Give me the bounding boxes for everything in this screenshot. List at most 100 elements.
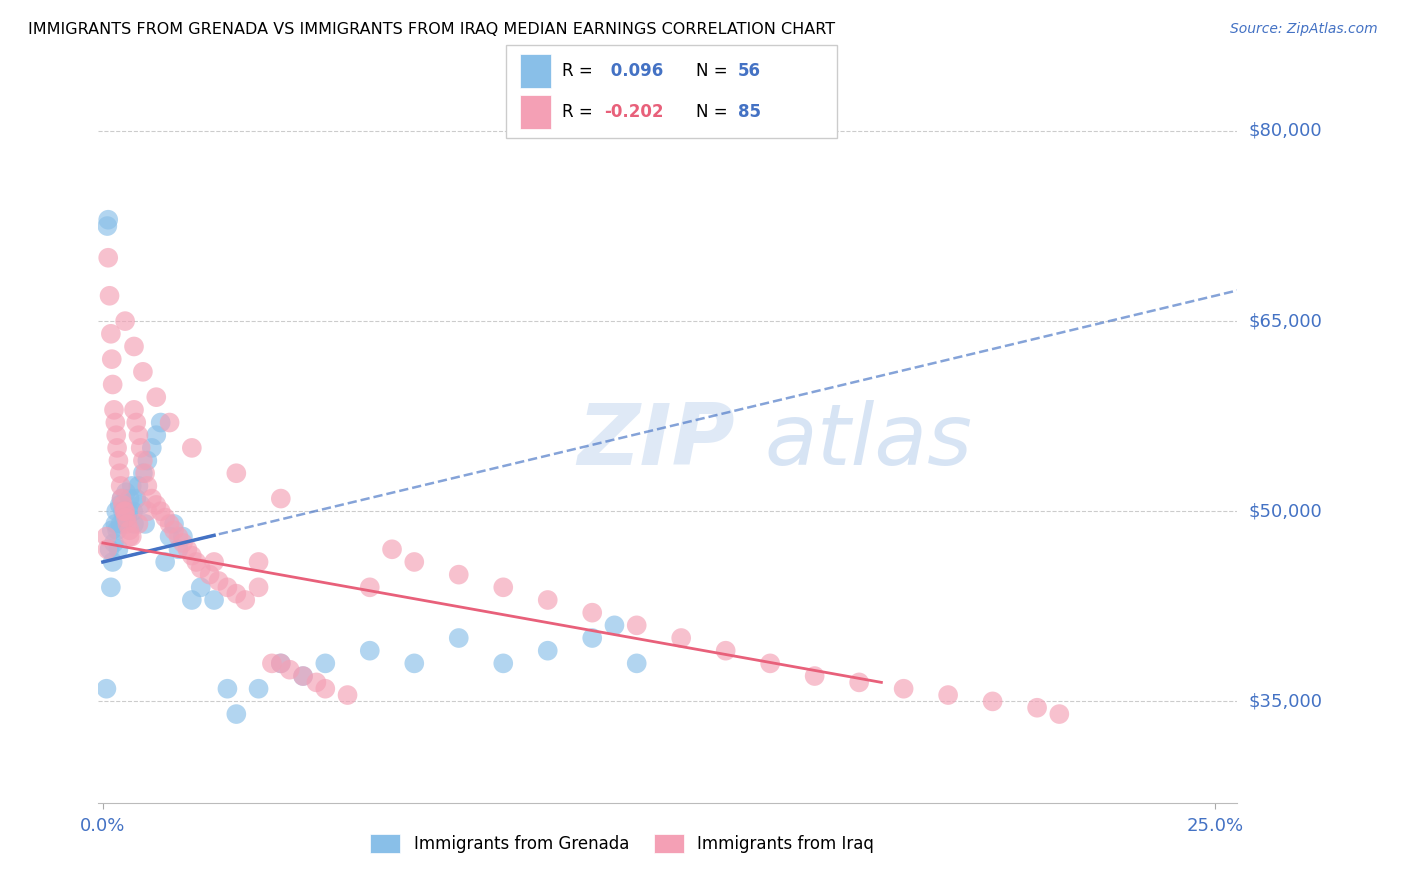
Point <box>149 504 172 518</box>
Text: -0.202: -0.202 <box>605 103 664 121</box>
Point <box>122 516 145 531</box>
Text: ZIP: ZIP <box>576 400 734 483</box>
Point <box>100 352 122 367</box>
Point <box>118 504 141 518</box>
Point <box>111 498 134 512</box>
Point <box>96 542 118 557</box>
Point <box>1047 707 1070 722</box>
Point <box>98 289 121 303</box>
Point <box>167 530 190 544</box>
Point <box>172 536 194 550</box>
Point <box>118 530 141 544</box>
Point <box>115 485 138 500</box>
Point <box>159 416 181 430</box>
Point <box>202 555 225 569</box>
Point <box>714 643 737 657</box>
Point <box>117 510 139 524</box>
Text: $35,000: $35,000 <box>1249 692 1323 710</box>
Point <box>153 510 176 524</box>
Point <box>1026 700 1049 714</box>
Point <box>848 675 870 690</box>
Point <box>145 498 167 512</box>
Point <box>225 587 247 601</box>
Point <box>217 580 239 594</box>
Point <box>125 416 148 430</box>
Point <box>105 428 128 442</box>
Point <box>669 631 692 645</box>
Point <box>118 523 141 537</box>
Text: 0.096: 0.096 <box>605 62 662 79</box>
Point <box>141 491 163 506</box>
Point <box>127 516 149 531</box>
Point <box>233 593 256 607</box>
Point <box>104 416 127 430</box>
Point <box>492 580 515 594</box>
Point <box>893 681 915 696</box>
Point <box>108 467 131 481</box>
Point <box>134 467 156 481</box>
Point <box>132 365 155 379</box>
Point <box>100 326 122 341</box>
Text: $65,000: $65,000 <box>1249 312 1322 330</box>
Text: IMMIGRANTS FROM GRENADA VS IMMIGRANTS FROM IRAQ MEDIAN EARNINGS CORRELATION CHAR: IMMIGRANTS FROM GRENADA VS IMMIGRANTS FR… <box>28 22 835 37</box>
Text: 85: 85 <box>738 103 761 121</box>
Point <box>225 467 247 481</box>
Point <box>270 491 292 506</box>
Point <box>105 523 128 537</box>
Point <box>759 657 782 671</box>
Point <box>537 643 560 657</box>
Point <box>292 669 315 683</box>
Point <box>100 580 122 594</box>
Point <box>101 555 124 569</box>
Point <box>112 510 135 524</box>
Point <box>198 567 221 582</box>
Point <box>136 504 159 518</box>
Point <box>581 606 603 620</box>
Point <box>96 681 118 696</box>
Point <box>626 618 648 632</box>
Point <box>111 504 134 518</box>
Point <box>96 530 118 544</box>
Text: N =: N = <box>696 62 733 79</box>
Point <box>108 498 131 512</box>
Point <box>153 555 176 569</box>
Point <box>105 504 128 518</box>
Point <box>121 479 143 493</box>
Point <box>163 516 186 531</box>
Point <box>447 567 470 582</box>
Point <box>492 657 515 671</box>
Point <box>129 441 152 455</box>
Point <box>132 467 155 481</box>
Point <box>145 428 167 442</box>
Point <box>336 688 359 702</box>
Point <box>404 555 426 569</box>
Point <box>104 516 127 531</box>
Point <box>107 542 129 557</box>
Text: N =: N = <box>696 103 733 121</box>
Point <box>404 657 426 671</box>
Point <box>110 479 132 493</box>
Point <box>103 536 125 550</box>
Text: R =: R = <box>562 62 599 79</box>
Point <box>260 657 283 671</box>
Point <box>129 498 152 512</box>
Point <box>112 504 135 518</box>
Point <box>110 491 132 506</box>
Point <box>603 618 626 632</box>
Point <box>110 491 132 506</box>
Point <box>359 643 381 657</box>
Point <box>117 516 139 531</box>
Legend: Immigrants from Grenada, Immigrants from Iraq: Immigrants from Grenada, Immigrants from… <box>364 827 882 860</box>
Point <box>167 542 190 557</box>
Point <box>803 669 825 683</box>
Point <box>103 402 125 417</box>
Point <box>121 530 143 544</box>
Point <box>180 549 202 563</box>
Point <box>278 663 301 677</box>
Point <box>122 504 145 518</box>
Point <box>180 593 202 607</box>
Point <box>134 516 156 531</box>
Point <box>136 479 159 493</box>
Point <box>305 675 328 690</box>
Text: R =: R = <box>562 103 599 121</box>
